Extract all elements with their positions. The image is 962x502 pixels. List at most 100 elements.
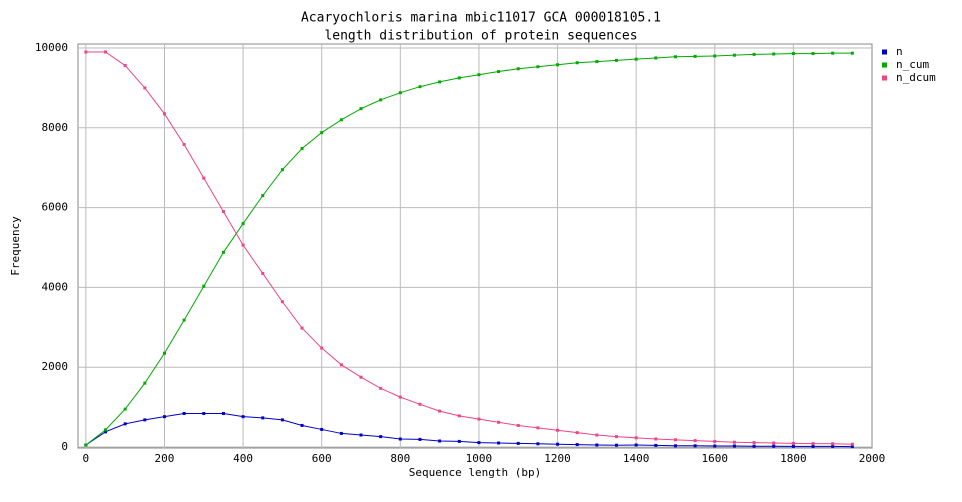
data-point <box>221 250 225 254</box>
data-point <box>202 411 206 415</box>
data-point <box>241 415 245 419</box>
data-point <box>752 441 756 445</box>
data-point <box>575 443 579 447</box>
y-tick-label: 8000 <box>42 121 69 134</box>
data-point <box>320 427 324 431</box>
data-point <box>339 431 343 435</box>
data-point <box>575 61 579 65</box>
data-point <box>418 402 422 406</box>
data-point <box>497 70 501 74</box>
y-tick-label: 6000 <box>42 201 69 214</box>
data-point <box>772 441 776 445</box>
data-point <box>811 442 815 446</box>
data-point <box>202 284 206 288</box>
data-point <box>398 91 402 95</box>
data-point <box>359 375 363 379</box>
data-point <box>280 168 284 172</box>
data-point <box>556 428 560 432</box>
data-point <box>615 443 619 447</box>
data-point <box>143 86 147 90</box>
data-point <box>320 346 324 350</box>
series-line <box>85 52 853 446</box>
data-point <box>182 411 186 415</box>
data-point <box>202 176 206 180</box>
data-point <box>379 435 383 439</box>
data-point <box>732 440 736 444</box>
data-point <box>162 351 166 355</box>
data-point <box>831 442 835 446</box>
data-point <box>359 107 363 111</box>
data-point <box>280 418 284 422</box>
data-point <box>162 415 166 419</box>
series-line <box>85 412 853 448</box>
y-tick-label: 10000 <box>35 41 68 54</box>
x-tick-label: 1400 <box>623 452 650 465</box>
data-point <box>595 60 599 64</box>
data-point <box>713 439 717 443</box>
data-point <box>241 222 245 226</box>
x-tick-label: 800 <box>390 452 410 465</box>
data-point <box>457 414 461 418</box>
data-point <box>477 441 481 445</box>
data-point <box>634 57 638 61</box>
data-point <box>634 436 638 440</box>
data-point <box>615 58 619 62</box>
data-point <box>477 73 481 77</box>
data-point <box>320 131 324 135</box>
data-point <box>831 444 835 448</box>
data-point <box>615 435 619 439</box>
data-point <box>850 445 854 449</box>
data-point <box>732 444 736 448</box>
data-point <box>339 363 343 367</box>
legend-label: n_cum <box>896 58 929 71</box>
data-point <box>516 423 520 427</box>
x-tick-label: 200 <box>155 452 175 465</box>
data-point <box>379 386 383 390</box>
data-point <box>556 442 560 446</box>
data-point <box>693 439 697 443</box>
data-point <box>261 271 265 275</box>
data-point <box>536 426 540 430</box>
data-point <box>595 443 599 447</box>
data-point <box>654 437 658 441</box>
data-point <box>791 52 795 56</box>
data-point <box>477 417 481 421</box>
data-point <box>811 52 815 56</box>
data-point <box>772 52 776 56</box>
data-point <box>104 428 108 432</box>
data-point <box>162 112 166 116</box>
data-point <box>693 54 697 58</box>
data-point <box>713 444 717 448</box>
data-point <box>300 326 304 330</box>
y-tick-label: 4000 <box>42 280 69 293</box>
data-point <box>634 443 638 447</box>
data-point <box>143 381 147 385</box>
data-point <box>497 420 501 424</box>
data-point <box>516 67 520 71</box>
data-point <box>536 442 540 446</box>
data-point <box>654 443 658 447</box>
x-tick-label: 2000 <box>859 452 886 465</box>
data-point <box>104 430 108 434</box>
y-tick-label: 2000 <box>42 360 69 373</box>
legend-label: n <box>896 45 903 58</box>
data-point <box>359 433 363 437</box>
data-point <box>123 64 127 68</box>
y-axis-label: Frequency <box>9 216 22 276</box>
data-point <box>752 52 756 56</box>
data-point <box>516 441 520 445</box>
data-point <box>673 444 677 448</box>
chart-subtitle: length distribution of protein sequences <box>324 29 637 44</box>
legend-swatch <box>882 75 887 81</box>
x-axis-label: Sequence length (bp) <box>409 466 541 479</box>
x-tick-label: 1800 <box>780 452 807 465</box>
data-point <box>398 395 402 399</box>
data-point <box>575 431 579 435</box>
data-point <box>556 63 560 67</box>
data-point <box>673 438 677 442</box>
data-point <box>300 423 304 427</box>
data-point <box>438 439 442 443</box>
data-point <box>497 441 501 445</box>
data-point <box>418 85 422 89</box>
